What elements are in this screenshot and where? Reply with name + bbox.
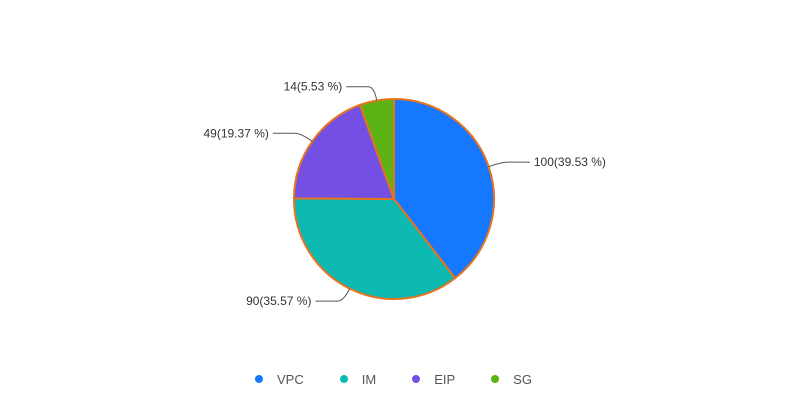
pie-slice-vpc[interactable] (393, 98, 495, 280)
leader-line-vpc (488, 161, 530, 168)
pie-slices (293, 98, 495, 300)
pie-slice-eip[interactable] (293, 103, 395, 200)
legend-label-im: IM (361, 371, 377, 387)
legend-item-eip[interactable]: EIP (412, 372, 455, 387)
legend-dot-icon (339, 375, 348, 383)
slice-label-eip: 49(19.37 %) (203, 126, 268, 140)
leader-line-im (315, 288, 351, 302)
leader-line-sg (346, 86, 378, 101)
legend-label-eip: EIP (434, 371, 456, 387)
leader-lines (272, 86, 530, 302)
legend-label-sg: SG (513, 371, 532, 387)
slice-label-vpc: 100(39.53 %) (534, 155, 606, 169)
legend-item-sg[interactable]: SG (491, 372, 532, 387)
legend-item-vpc[interactable]: VPC (255, 372, 304, 387)
legend-item-im[interactable]: IM (339, 371, 377, 387)
leader-line-eip (272, 132, 313, 142)
legend-dot-icon (412, 375, 421, 383)
legend-dot-icon (491, 375, 500, 383)
pie-slice-im[interactable] (293, 197, 457, 300)
legend-label-vpc: VPC (277, 371, 304, 387)
legend: VPC IM EIP SG (0, 369, 787, 389)
legend-dot-icon (255, 375, 264, 383)
slice-labels: 100(39.53 %) 90(35.57 %) 49(19.37 %) 14(5.5… (203, 80, 605, 308)
slice-label-sg: 14(5.53 %) (284, 80, 343, 94)
slice-label-im: 90(35.57 %) (246, 294, 311, 308)
pie-slice-sg[interactable] (358, 98, 395, 200)
